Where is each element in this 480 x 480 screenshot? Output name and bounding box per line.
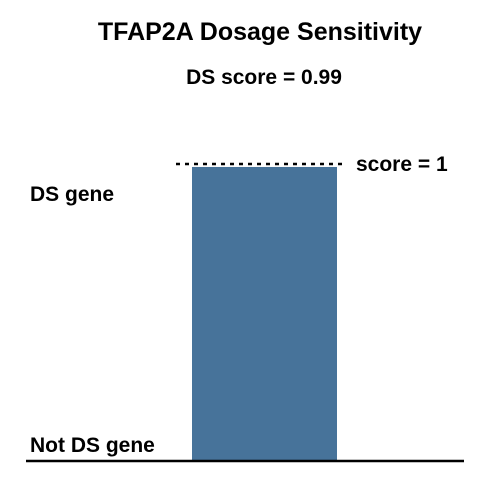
y-label-top: DS gene <box>30 183 114 206</box>
chart-subtitle: DS score = 0.99 <box>186 66 342 89</box>
bar-group <box>192 166 337 461</box>
reference-line-label: score = 1 <box>356 153 448 176</box>
chart-title: TFAP2A Dosage Sensitivity <box>98 18 422 46</box>
bar-0 <box>192 166 337 461</box>
y-label-bottom: Not DS gene <box>30 434 155 457</box>
